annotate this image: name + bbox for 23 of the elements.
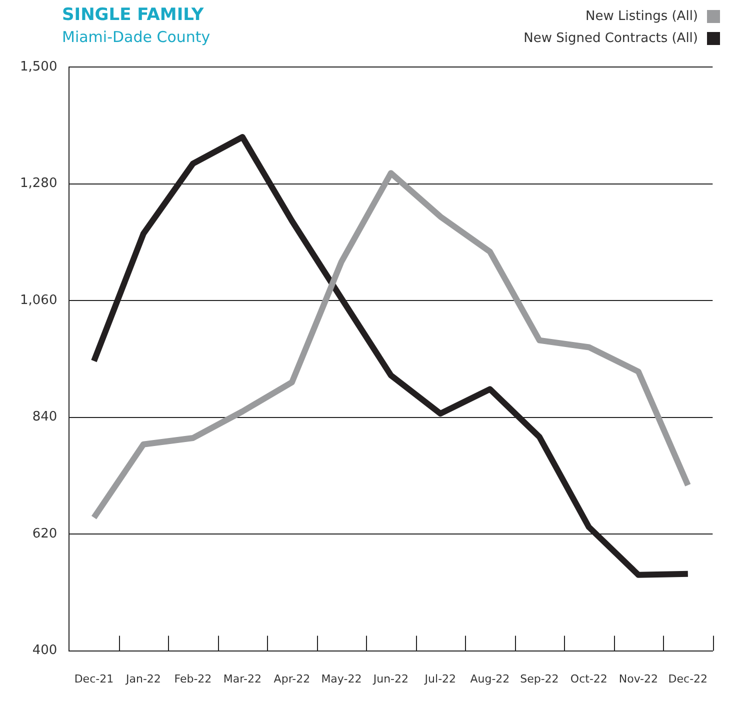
x-tick-label: Sep-22 <box>520 672 559 686</box>
y-tick-label: 620 <box>32 526 58 542</box>
x-tick-label: Jan-22 <box>124 672 161 686</box>
chart-title: SINGLE FAMILY <box>62 5 204 25</box>
chart-subtitle: Miami-Dade County <box>62 28 210 46</box>
x-tick-label: Feb-22 <box>174 672 212 686</box>
x-tick-label: Oct-22 <box>570 672 608 686</box>
legend-label: New Signed Contracts (All) <box>524 30 698 46</box>
x-tick-label: Jun-22 <box>372 672 409 686</box>
x-tick-label: Dec-22 <box>668 672 708 686</box>
x-tick-label: Jul-22 <box>424 672 456 686</box>
x-tick-label: Aug-22 <box>470 672 510 686</box>
y-tick-label: 840 <box>32 410 58 425</box>
x-tick-label: May-22 <box>321 672 362 686</box>
y-tick-label: 1,060 <box>20 292 58 308</box>
y-tick-label: 1,500 <box>20 59 58 74</box>
x-tick-label: Mar-22 <box>223 672 262 686</box>
legend-label: New Listings (All) <box>586 8 698 24</box>
x-tick-label: Dec-21 <box>74 672 114 686</box>
y-tick-label: 1,280 <box>20 176 58 192</box>
x-tick-label: Apr-22 <box>274 672 310 686</box>
x-tick-label: Nov-22 <box>618 672 658 686</box>
y-tick-label: 400 <box>32 643 58 658</box>
